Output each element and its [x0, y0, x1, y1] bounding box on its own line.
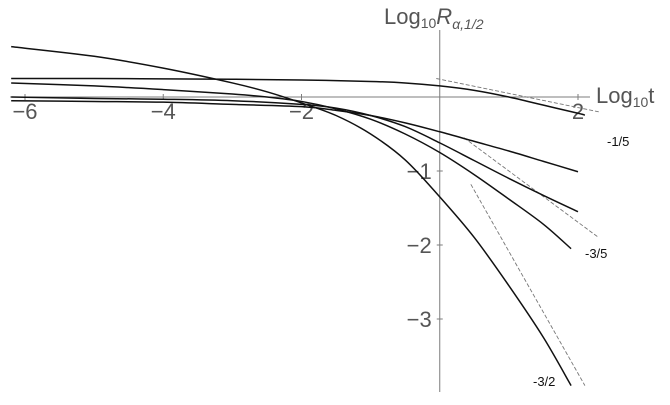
slope-label: -3/2 — [533, 374, 555, 389]
y-axis-label: Log10Rα,1/2 — [384, 4, 484, 32]
y-tick-label: −2 — [407, 233, 432, 258]
y-label-var-sub: α,1/2 — [452, 16, 484, 32]
y-label-main: Log — [384, 4, 421, 29]
x-label-tail: t — [648, 83, 654, 108]
y-tick-label: −1 — [407, 159, 432, 184]
curves-group — [11, 47, 585, 386]
x-axis-label: Log10t — [596, 83, 654, 110]
y-label-sub: 10 — [421, 15, 437, 31]
asymptote-line — [436, 79, 598, 112]
x-tick-label: −6 — [12, 99, 37, 124]
x-label-sub: 10 — [633, 94, 649, 110]
y-label-var: R — [436, 4, 452, 29]
slope-label: -1/5 — [607, 134, 629, 149]
asymptotes-group: -1/5 -3/5 -3/2 — [436, 79, 629, 390]
series-line-5 — [11, 47, 571, 386]
asymptote-line — [464, 138, 599, 238]
slope-label: -3/5 — [585, 246, 607, 261]
axes-group — [10, 30, 590, 392]
x-label-main: Log — [596, 83, 633, 108]
ticks-group: −6 −4 −2 2−1−2−3 — [12, 94, 584, 332]
y-tick-label: −3 — [407, 307, 432, 332]
